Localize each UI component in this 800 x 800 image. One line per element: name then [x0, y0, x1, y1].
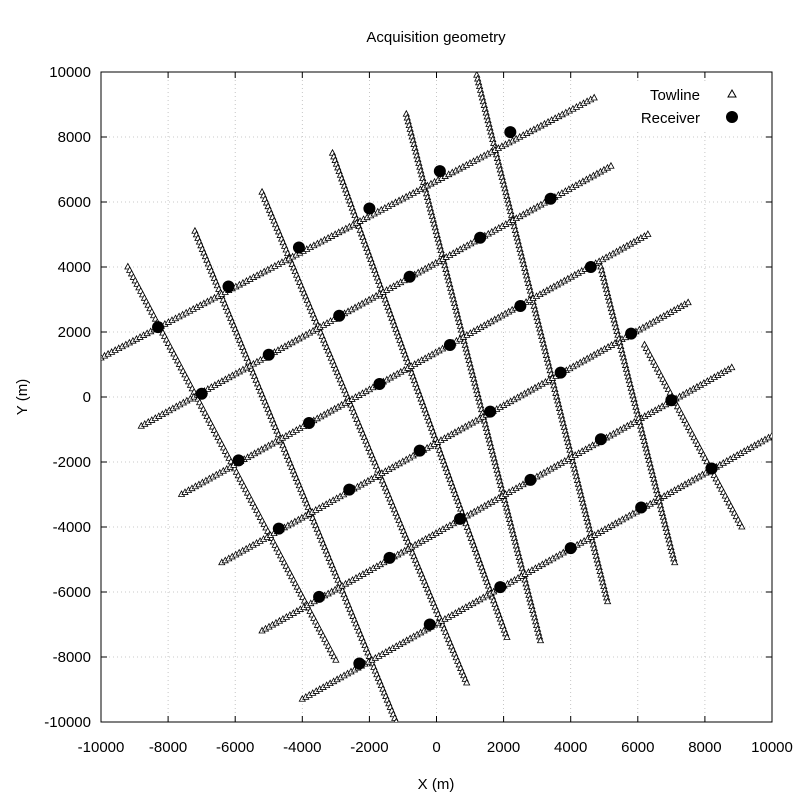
towline-point	[644, 230, 652, 237]
receiver-series	[152, 126, 718, 670]
x-tick-label: 6000	[621, 739, 654, 756]
x-tick-label: 0	[432, 739, 440, 756]
x-tick-label: -6000	[216, 739, 254, 756]
receiver-point	[524, 473, 537, 486]
receiver-point	[625, 327, 638, 340]
receiver-point	[383, 551, 396, 564]
y-tick-label: 8000	[58, 129, 91, 146]
x-tick-label: -8000	[149, 739, 187, 756]
towline-point	[463, 678, 471, 686]
towline-point	[738, 522, 746, 530]
receiver-point	[272, 522, 285, 535]
receiver-point	[544, 192, 557, 205]
receiver-point	[705, 462, 718, 475]
receiver-point	[484, 405, 497, 418]
towline-point	[603, 597, 612, 605]
towline-point	[768, 431, 772, 439]
towline-point	[332, 655, 340, 663]
legend-marker-towline	[727, 88, 737, 98]
towline-series	[101, 72, 772, 722]
receiver-point	[433, 165, 446, 178]
towline	[101, 93, 598, 361]
x-axis-ticks: -10000 -8000 -6000 -4000 -2000 0 2000 4000 6000 8…	[78, 72, 793, 756]
y-tick-label: -6000	[53, 584, 91, 601]
towline-point	[393, 717, 399, 722]
receiver-point	[152, 321, 165, 334]
x-axis-label: X (m)	[418, 776, 455, 793]
y-tick-label: -4000	[53, 519, 91, 536]
y-tick-label: 4000	[58, 259, 91, 276]
receiver-point	[554, 366, 567, 379]
legend-marker-receiver	[726, 111, 738, 123]
receiver-point	[423, 618, 436, 631]
towline-point	[728, 363, 736, 371]
receiver-point	[363, 202, 376, 215]
receiver-point	[594, 433, 607, 446]
y-tick-label: -2000	[53, 454, 91, 471]
receiver-point	[262, 348, 275, 361]
towline-point	[607, 161, 615, 169]
y-tick-label: 10000	[49, 64, 91, 81]
y-tick-label: 0	[83, 389, 91, 406]
towline	[640, 340, 746, 530]
legend-label-receiver: Receiver	[641, 110, 700, 127]
receiver-point	[195, 387, 208, 400]
receiver-point	[373, 378, 386, 390]
y-axis-ticks: -10000 -8000 -6000 -4000 -2000 0 2000 4000 6000 8…	[44, 64, 772, 731]
data-layer	[101, 72, 772, 722]
receiver-point	[564, 542, 577, 555]
receiver-point	[343, 483, 356, 496]
legend-label-towline: Towline	[650, 87, 700, 104]
towline	[177, 230, 652, 497]
receiver-point	[514, 300, 527, 312]
towline	[597, 262, 679, 566]
legend: Towline Receiver	[600, 82, 760, 130]
x-tick-label: -10000	[78, 739, 125, 756]
receiver-point	[635, 501, 648, 514]
x-tick-label: 8000	[688, 739, 721, 756]
receiver-point	[453, 512, 466, 525]
towline-point	[684, 298, 692, 306]
towline-point	[590, 93, 598, 101]
towline-point	[671, 558, 679, 566]
y-tick-label: -10000	[44, 714, 91, 731]
y-tick-label: -8000	[53, 649, 91, 666]
x-tick-label: 4000	[554, 739, 587, 756]
receiver-point	[494, 581, 507, 594]
receiver-point	[584, 261, 597, 273]
receiver-point	[353, 657, 366, 670]
receiver-point	[413, 444, 426, 457]
x-tick-label: -4000	[283, 739, 321, 756]
receiver-point	[474, 231, 487, 244]
x-tick-label: 2000	[487, 739, 520, 756]
receiver-point	[665, 394, 678, 407]
receiver-point	[313, 590, 326, 603]
towline-point	[536, 636, 545, 644]
receiver-point	[303, 417, 316, 429]
receiver-point	[292, 241, 305, 254]
receiver-point	[222, 280, 235, 293]
x-tick-label: 10000	[751, 739, 793, 756]
receiver-point	[333, 309, 346, 322]
receiver-point	[504, 126, 517, 139]
receiver-point	[403, 270, 416, 283]
x-tick-label: -2000	[350, 739, 388, 756]
y-tick-label: 6000	[58, 194, 91, 211]
y-axis-label: Y (m)	[14, 379, 31, 415]
y-tick-label: 2000	[58, 324, 91, 341]
receiver-point	[443, 339, 456, 351]
chart-title: Acquisition geometry	[366, 29, 506, 46]
towline-point	[503, 633, 511, 640]
receiver-point	[232, 454, 245, 467]
